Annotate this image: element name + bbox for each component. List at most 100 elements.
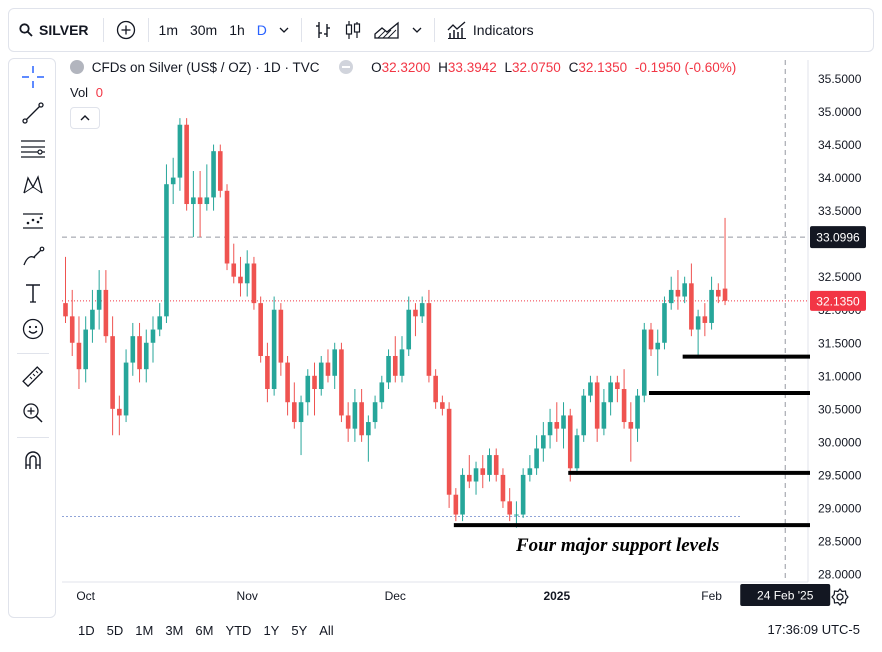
range-1m[interactable]: 1M: [135, 622, 154, 638]
candle-body: [399, 349, 405, 376]
x-tick-label: Feb: [701, 589, 722, 603]
candle-body: [379, 382, 385, 403]
range-1d[interactable]: 1D: [78, 622, 95, 638]
candle-body: [117, 408, 122, 416]
legend-title: CFDs on Silver (US$ / OZ) · 1D · TVC: [91, 60, 320, 75]
pattern-icon: [23, 175, 43, 194]
candle-body: [615, 382, 620, 390]
candle-body: [258, 303, 263, 356]
candle-body: [184, 124, 189, 205]
range-1y[interactable]: 1Y: [263, 622, 280, 638]
drawing-toolbar: [8, 58, 56, 618]
candle-body: [244, 263, 250, 284]
candle-body: [601, 402, 607, 429]
open-label: O: [371, 60, 382, 75]
y-tick-label: 34.5000: [818, 138, 862, 152]
measure-tool[interactable]: [19, 363, 47, 391]
y-tick-label: 29.5000: [818, 468, 862, 482]
divider: [147, 18, 149, 42]
y-tick-label: 30.0000: [818, 435, 862, 449]
range-all[interactable]: All: [319, 622, 334, 638]
candle-body: [366, 422, 371, 436]
clock[interactable]: 17:36:09 UTC-5: [767, 622, 861, 637]
symbol-search-button[interactable]: SILVER: [9, 9, 103, 51]
divider: [433, 18, 435, 42]
gear-icon: [831, 588, 849, 606]
zoom-in-tool[interactable]: [19, 399, 47, 427]
text-tool[interactable]: [19, 279, 47, 307]
candle-body: [641, 329, 647, 396]
crosshair-tool[interactable]: [19, 63, 47, 91]
zoom-in-icon: [23, 403, 43, 423]
candle-body: [635, 395, 640, 429]
compare-add-button[interactable]: [104, 9, 148, 51]
crosshair-date-tag: [740, 584, 831, 606]
candle-body: [716, 289, 721, 297]
trend-line-tool[interactable]: [19, 99, 47, 127]
y-tick-label: 35.5000: [818, 72, 862, 86]
prediction-tool[interactable]: [19, 207, 47, 235]
candle-body: [110, 336, 115, 409]
range-3m[interactable]: 3M: [165, 622, 184, 638]
candle-body: [265, 355, 270, 390]
candle-body: [170, 177, 176, 185]
candle-body: [359, 402, 364, 436]
x-tick-label: 2025: [543, 589, 570, 603]
indicators-icon: [447, 21, 466, 39]
candle-body: [433, 375, 438, 403]
ruler-icon: [22, 366, 44, 388]
legend-collapse-button[interactable]: [70, 107, 100, 129]
range-5y[interactable]: 5Y: [291, 622, 308, 638]
candle-body: [628, 422, 634, 429]
candle-body: [332, 349, 337, 376]
candle-body: [406, 309, 412, 350]
brush-tool[interactable]: [19, 243, 47, 271]
icons-tool[interactable]: [19, 315, 47, 343]
candle-body: [668, 289, 674, 304]
range-5d[interactable]: 5D: [106, 622, 124, 638]
pattern-tool[interactable]: [19, 171, 47, 199]
interval-1h[interactable]: 1h: [229, 22, 245, 38]
interval-30m[interactable]: 30m: [189, 22, 218, 38]
y-tick-label: 31.0000: [818, 369, 862, 383]
candle-body: [567, 415, 573, 469]
candle-body: [695, 316, 701, 330]
high-value: 33.3942: [447, 60, 497, 75]
candle-body: [191, 197, 196, 205]
candle-body: [372, 402, 378, 423]
x-tick-label: Nov: [237, 589, 258, 603]
close-label: C: [568, 60, 579, 75]
candle-body: [426, 303, 432, 376]
support-annotation: Four major support levels: [516, 535, 720, 556]
low-value: 32.0750: [512, 60, 561, 75]
magnet-tool[interactable]: [19, 447, 47, 475]
crosshair-icon: [22, 66, 44, 88]
y-tick-label: 33.5000: [818, 204, 862, 218]
axis-settings-button[interactable]: [830, 587, 850, 607]
candle-body: [547, 422, 553, 436]
symbol-label: SILVER: [39, 22, 89, 38]
chart-style-dropdown-button[interactable]: [406, 9, 428, 51]
indicators-button[interactable]: Indicators: [441, 9, 540, 51]
range-6m[interactable]: 6M: [195, 622, 214, 638]
fib-retracement-tool[interactable]: [19, 135, 47, 163]
interval-dropdown-button[interactable]: [273, 9, 295, 51]
area-style-button[interactable]: [368, 9, 406, 51]
volume-legend: Vol 0: [70, 85, 103, 100]
candle-body: [487, 455, 492, 475]
candles-style-button[interactable]: [338, 9, 368, 51]
candle-body: [305, 375, 311, 403]
search-icon: [19, 23, 33, 37]
bars-style-button[interactable]: [308, 9, 338, 51]
candles-icon: [345, 21, 361, 39]
candle-body: [150, 329, 156, 343]
candle-body: [440, 402, 445, 409]
candle-body: [251, 263, 257, 304]
candle-body: [292, 402, 297, 423]
legend-collapse-dot[interactable]: [339, 60, 354, 74]
interval-d[interactable]: D: [256, 22, 267, 38]
interval-1m[interactable]: 1m: [158, 22, 178, 38]
candle-body: [238, 276, 243, 284]
range-ytd[interactable]: YTD: [225, 622, 252, 638]
